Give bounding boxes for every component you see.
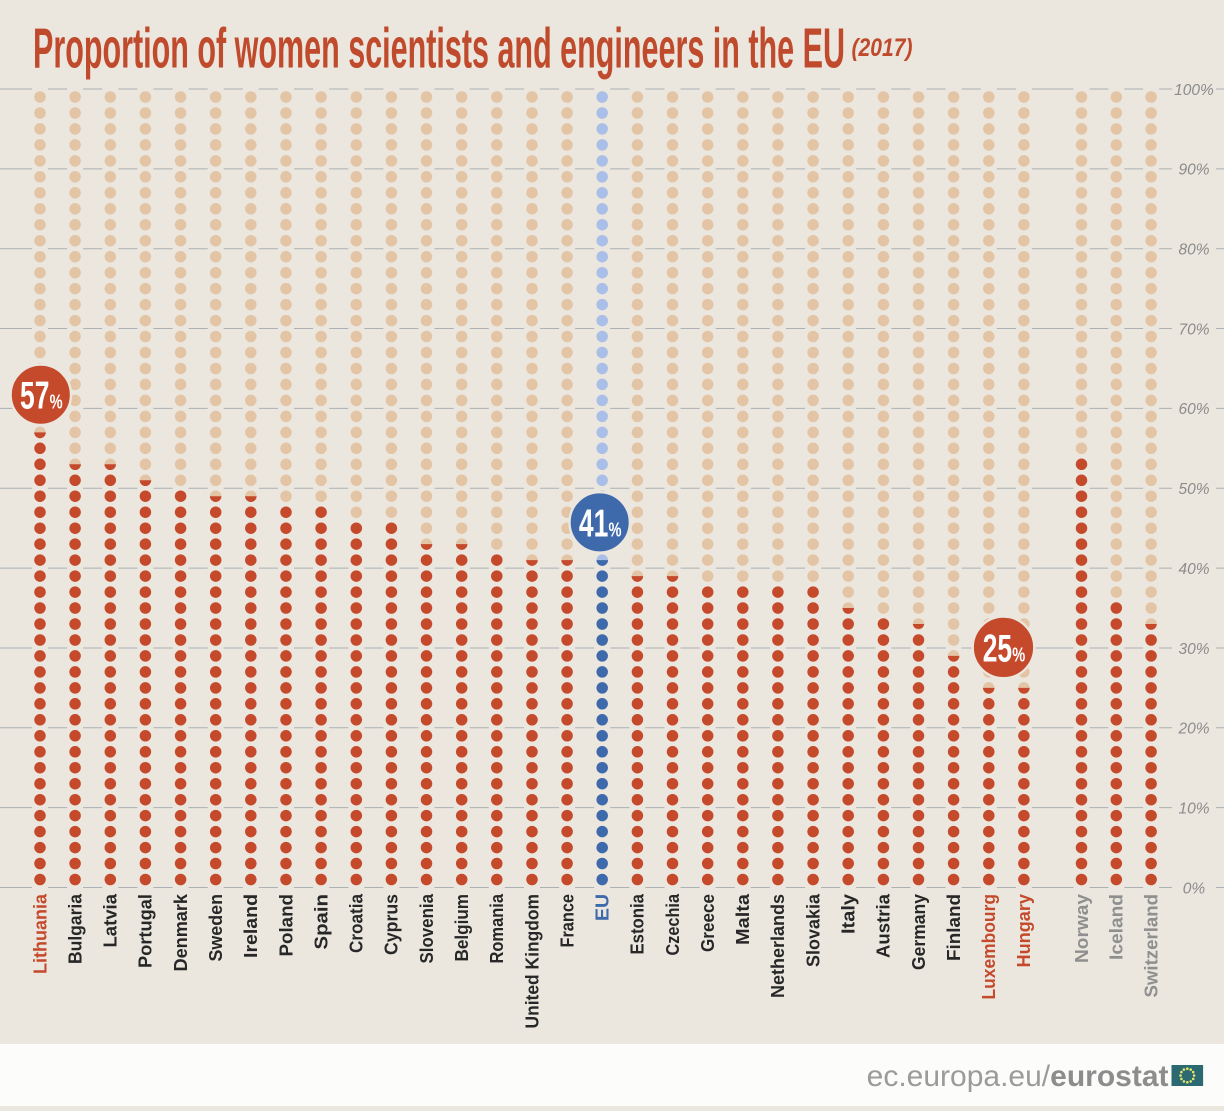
svg-text:Latvia: Latvia — [101, 893, 121, 947]
svg-text:Denmark: Denmark — [171, 893, 191, 971]
svg-text:Estonia: Estonia — [628, 893, 648, 954]
svg-text:20%: 20% — [1177, 721, 1209, 738]
svg-text:0%: 0% — [1183, 880, 1206, 897]
svg-text:Poland: Poland — [276, 894, 296, 957]
svg-text:40%: 40% — [1178, 561, 1209, 578]
svg-text:Croatia: Croatia — [347, 893, 367, 953]
svg-text:Iceland: Iceland — [1107, 894, 1127, 960]
svg-text:60%: 60% — [1178, 401, 1209, 418]
svg-text:Switzerland: Switzerland — [1141, 894, 1161, 998]
svg-text:(2017): (2017) — [852, 34, 913, 62]
svg-text:Greece: Greece — [698, 894, 718, 952]
svg-text:Italy: Italy — [839, 893, 859, 934]
svg-text:%: % — [1012, 644, 1025, 666]
svg-text:Norway: Norway — [1072, 893, 1092, 963]
svg-text:Finland: Finland — [944, 894, 964, 961]
svg-text:Austria: Austria — [874, 893, 894, 958]
svg-text:EU: EU — [593, 894, 613, 921]
svg-text:30%: 30% — [1178, 641, 1209, 658]
svg-text:%: % — [609, 519, 622, 541]
svg-text:41: 41 — [579, 502, 608, 545]
svg-text:57: 57 — [20, 375, 49, 418]
svg-text:Hungary: Hungary — [1014, 893, 1034, 967]
svg-text:Romania: Romania — [487, 893, 507, 963]
svg-text:France: France — [557, 894, 577, 948]
svg-text:Slovakia: Slovakia — [803, 893, 823, 967]
svg-text:Netherlands: Netherlands — [768, 894, 788, 998]
svg-text:Ireland: Ireland — [241, 894, 261, 958]
svg-text:Spain: Spain — [311, 894, 331, 950]
svg-text:United Kingdom: United Kingdom — [522, 894, 542, 1029]
svg-text:90%: 90% — [1178, 162, 1209, 179]
svg-text:Bulgaria: Bulgaria — [65, 893, 85, 964]
svg-text:Slovenia: Slovenia — [417, 893, 437, 963]
svg-text:Portugal: Portugal — [136, 894, 156, 968]
svg-text:50%: 50% — [1178, 481, 1209, 498]
svg-text:Sweden: Sweden — [206, 894, 226, 962]
svg-text:70%: 70% — [1178, 321, 1209, 338]
svg-text:Lithuania: Lithuania — [30, 893, 50, 974]
svg-text:10%: 10% — [1178, 800, 1209, 817]
svg-text:Proportion of women scientists: Proportion of women scientists and engin… — [33, 16, 845, 80]
svg-text:%: % — [50, 392, 63, 414]
svg-text:ec.europa.eu/eurostat: ec.europa.eu/eurostat — [867, 1060, 1169, 1093]
svg-text:80%: 80% — [1178, 242, 1209, 259]
svg-text:Belgium: Belgium — [452, 894, 472, 962]
svg-text:Cyprus: Cyprus — [382, 894, 402, 955]
svg-text:Luxembourg: Luxembourg — [979, 894, 999, 1000]
svg-text:Germany: Germany — [909, 893, 929, 970]
svg-text:25: 25 — [983, 627, 1012, 670]
svg-text:Czechia: Czechia — [663, 893, 683, 955]
svg-text:100%: 100% — [1174, 82, 1214, 99]
svg-text:Malta: Malta — [733, 893, 753, 945]
